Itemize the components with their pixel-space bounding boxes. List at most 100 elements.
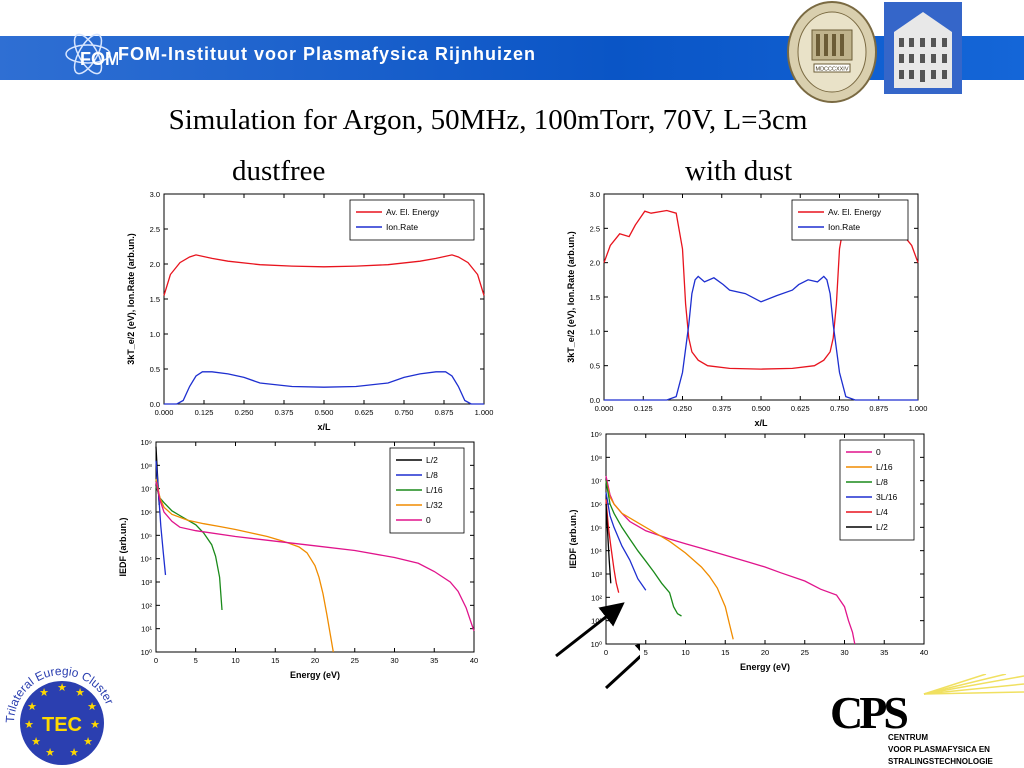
x-tick-label: 25: [801, 648, 809, 657]
legend-label: Av. El. Energy: [828, 207, 882, 217]
svg-text:★: ★: [90, 719, 100, 731]
legend-label: L/2: [426, 455, 438, 465]
series-line-L-32: [155, 479, 334, 653]
y-tick-label: 10³: [141, 578, 152, 587]
y-tick-label: 3.0: [150, 190, 160, 199]
withdust-iedf-chart: 0 5 10 15 20 25 30 35 40 10⁰ 10¹ 10² 10³ 10⁴ 10⁵ 10⁶ 10⁷…: [568, 430, 928, 672]
x-axis-label: Energy (eV): [290, 670, 340, 680]
y-tick-label: 10⁸: [140, 461, 152, 470]
legend-box: [791, 199, 909, 241]
legend-label: 3L/16: [876, 492, 898, 502]
y-tick-label: 2.0: [150, 260, 160, 269]
legend-label: 0: [426, 515, 431, 525]
slide-title: Simulation for Argon, 50MHz, 100mTorr, 7…: [168, 104, 808, 136]
x-tick-label: 0.250: [235, 408, 254, 417]
x-tick-label: 0.750: [395, 408, 414, 417]
y-tick-label: 10³: [591, 570, 602, 579]
x-tick-label: 40: [470, 656, 478, 665]
x-tick-label: 1.000: [909, 404, 928, 413]
x-tick-label: 0.625: [791, 404, 810, 413]
svg-text:★: ★: [57, 682, 67, 694]
legend-label: 0: [876, 447, 881, 457]
x-tick-label: 5: [644, 648, 648, 657]
university-seal-logo: MDCCCXXIV: [787, 1, 877, 103]
x-tick-label: 0: [154, 656, 158, 665]
y-tick-label: 10²: [141, 601, 152, 610]
x-axis-label: x/L: [754, 418, 768, 428]
x-tick-label: 10: [231, 656, 239, 665]
y-tick-label: 10¹: [591, 617, 602, 626]
series-line-0: [155, 481, 475, 632]
y-tick-label: 1.5: [590, 293, 600, 302]
legend-label: L/8: [426, 470, 438, 480]
series-line-3L-16: [605, 492, 647, 591]
svg-text:★: ★: [87, 701, 97, 713]
x-tick-label: 0.375: [275, 408, 294, 417]
cps-logo: CPS CENTRUM VOOR PLASMAFYSICA EN STRALIN…: [830, 674, 1024, 766]
legend-label: L/8: [876, 477, 888, 487]
x-tick-label: 0.500: [315, 408, 334, 417]
arrow-2: [604, 637, 640, 690]
y-tick-label: 10⁷: [591, 477, 602, 486]
y-tick-label: 0.5: [150, 365, 160, 374]
svg-text:★: ★: [27, 701, 37, 713]
left-heading: dustfree: [232, 155, 326, 187]
withdust-profile-chart: 0.000 0.125 0.250 0.375 0.500 0.625 0.750 0.875…: [566, 190, 928, 428]
y-tick-label: 1.0: [150, 330, 160, 339]
y-tick-label: 10⁶: [591, 500, 602, 509]
y-tick-label: 10⁴: [590, 547, 602, 556]
svg-text:★: ★: [75, 687, 85, 699]
arrow-1: [555, 602, 625, 658]
y-tick-label: 10⁵: [141, 531, 152, 540]
y-tick-label: 0.0: [150, 400, 160, 409]
x-tick-label: 0.125: [195, 408, 214, 417]
legend-label: Av. El. Energy: [386, 207, 440, 217]
series-line-L-16: [155, 486, 223, 611]
cps-line1: CENTRUM: [888, 733, 928, 742]
legend-label: L/32: [426, 500, 443, 510]
y-tick-label: 10⁹: [590, 430, 602, 439]
annotation-arrows: [555, 602, 640, 690]
right-heading: with dust: [685, 155, 793, 187]
x-tick-label: 1.000: [475, 408, 494, 417]
fom-logo-text: FOM: [80, 49, 118, 69]
series-line-L-2: [605, 503, 612, 584]
x-tick-label: 20: [311, 656, 319, 665]
y-tick-label: 10⁴: [140, 555, 152, 564]
legend-box: [839, 439, 915, 541]
y-tick-label: 10⁷: [141, 485, 152, 494]
y-axis-label: 3kT_e/2 (eV), Ion.Rate (arb.un.): [566, 231, 576, 363]
x-tick-label: 0.375: [712, 404, 731, 413]
x-tick-label: 0.750: [830, 404, 849, 413]
y-tick-label: 2.5: [590, 224, 600, 233]
x-tick-label: 0.125: [634, 404, 653, 413]
y-tick-label: 10¹: [141, 625, 152, 634]
x-axis-label: x/L: [317, 422, 331, 432]
x-tick-label: 0.250: [673, 404, 692, 413]
y-tick-label: 10⁰: [141, 648, 152, 657]
building-logo: [884, 2, 962, 94]
y-tick-label: 1.0: [590, 327, 600, 336]
y-axis-label: IEDF (arb.un.): [118, 518, 128, 577]
y-tick-label: 10⁹: [140, 438, 152, 447]
y-axis-label: 3kT_e/2 (eV), Ion.Rate (arb.un.): [126, 233, 136, 365]
y-axis-label: IEDF (arb.un.): [568, 510, 578, 569]
series-line-L-8: [605, 480, 682, 617]
x-axis-label: Energy (eV): [740, 662, 790, 672]
series-line-L-8: [155, 460, 167, 576]
tec-logo: Trilateral Euregio Cluster ★ ★★★ ★★★★ ★★★…: [3, 664, 117, 765]
fom-logo: FOM: [65, 33, 118, 75]
svg-text:★: ★: [39, 687, 49, 699]
x-tick-label: 35: [880, 648, 888, 657]
svg-text:★: ★: [31, 736, 41, 748]
legend-label: L/16: [426, 485, 443, 495]
y-tick-label: 0.5: [590, 362, 600, 371]
legend-label: L/4: [876, 507, 888, 517]
x-tick-label: 15: [721, 648, 729, 657]
x-tick-label: 5: [194, 656, 198, 665]
y-tick-label: 1.5: [150, 295, 160, 304]
series-line-L-16: [605, 480, 734, 640]
x-tick-label: 40: [920, 648, 928, 657]
x-tick-label: 0.625: [355, 408, 374, 417]
x-tick-label: 15: [271, 656, 279, 665]
